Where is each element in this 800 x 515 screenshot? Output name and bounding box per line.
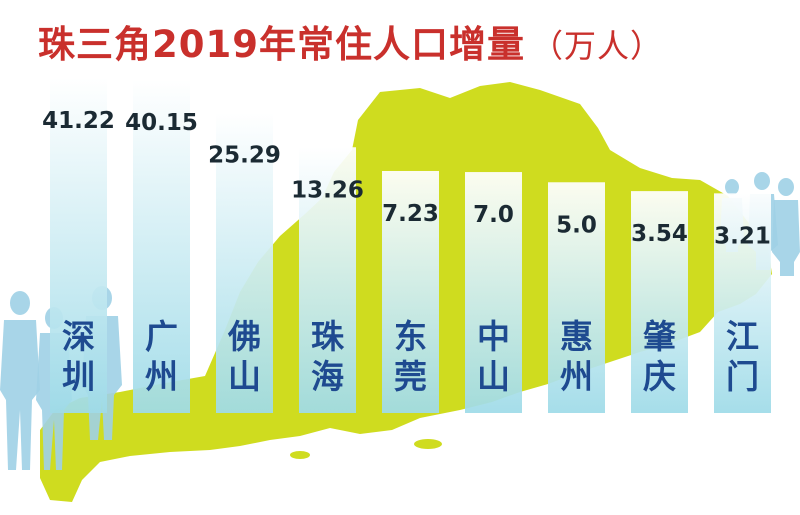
bar-5	[382, 170, 439, 413]
category-label-char: 莞	[394, 357, 427, 396]
bar-8	[631, 191, 688, 413]
bar-4	[299, 147, 356, 413]
value-label: 40.15	[125, 110, 198, 136]
bar-6	[465, 172, 522, 413]
category-label-char: 山	[477, 357, 510, 396]
bar-7	[548, 182, 605, 413]
category-label-char: 江	[726, 317, 759, 356]
category-label-char: 州	[145, 357, 178, 396]
value-label: 3.54	[631, 221, 688, 247]
island-shape	[414, 439, 442, 449]
category-label-char: 东	[394, 317, 427, 356]
category-label-char: 门	[726, 357, 759, 396]
bar-9	[714, 193, 771, 413]
title-text: 珠三角2019年常住人口增量	[38, 23, 525, 66]
category-label-char: 惠	[560, 317, 593, 356]
value-label: 13.26	[291, 177, 364, 203]
bar-3	[216, 112, 273, 413]
category-label-char: 州	[560, 357, 593, 396]
bars-layer: 41.22深圳40.15广州25.29佛山13.26珠海7.23东莞7.0中山5…	[42, 78, 771, 413]
chart-title: 珠三角2019年常住人口增量 （万人）	[38, 14, 663, 68]
category-label-char: 圳	[62, 357, 95, 396]
category-label-char: 庆	[643, 357, 676, 396]
value-label: 5.0	[556, 212, 597, 238]
bar-1	[50, 78, 107, 413]
value-label: 3.21	[714, 223, 771, 249]
category-label-char: 广	[145, 317, 178, 356]
value-label: 25.29	[208, 143, 281, 169]
category-label-char: 珠	[311, 317, 345, 356]
category-label-char: 中	[477, 317, 510, 356]
category-label-char: 山	[228, 357, 261, 396]
title-unit: （万人）	[530, 27, 663, 65]
value-label: 7.23	[382, 201, 439, 227]
category-label-char: 海	[311, 357, 344, 396]
value-label: 41.22	[42, 108, 115, 134]
category-label-char: 深	[62, 317, 95, 356]
category-label-char: 肇	[643, 317, 676, 356]
bar-2	[133, 80, 190, 413]
island-shape	[290, 451, 310, 459]
category-label-char: 佛	[227, 317, 261, 356]
value-label: 7.0	[473, 202, 514, 228]
